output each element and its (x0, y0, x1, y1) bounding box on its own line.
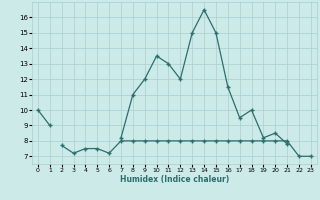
X-axis label: Humidex (Indice chaleur): Humidex (Indice chaleur) (120, 175, 229, 184)
